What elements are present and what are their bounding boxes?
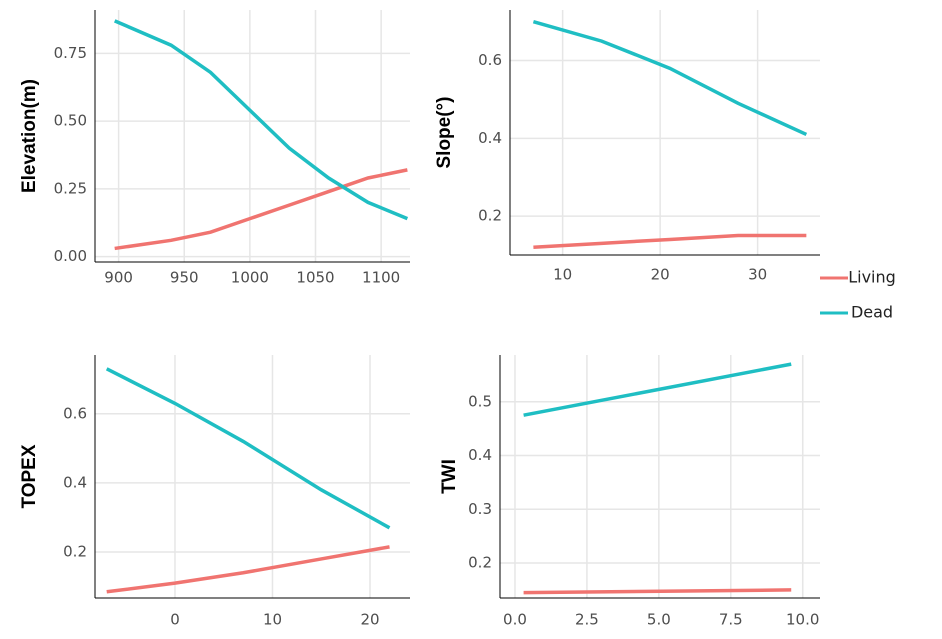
x-tick-label: 10.0 xyxy=(786,611,819,629)
y-tick-label: 0.25 xyxy=(54,179,87,197)
x-tick-label: 0.0 xyxy=(503,611,527,629)
y-tick-label: 0.2 xyxy=(468,554,492,572)
x-tick-label: 2.5 xyxy=(575,611,599,629)
y-tick-label: 0.00 xyxy=(54,247,87,265)
x-tick-label: 5.0 xyxy=(647,611,671,629)
x-tick-label: 20 xyxy=(651,266,670,284)
x-tick-label: 950 xyxy=(170,269,199,287)
y-axis-label: TOPEX xyxy=(19,444,40,508)
line xyxy=(105,367,391,530)
x-tick-label: 30 xyxy=(748,266,767,284)
legend-label: Dead xyxy=(851,303,893,322)
y-axis-label: Slope(°) xyxy=(434,97,455,169)
x-tick-label: 10 xyxy=(553,266,572,284)
y-tick-label: 0.6 xyxy=(478,51,502,69)
line xyxy=(533,233,807,249)
y-tick-label: 0.2 xyxy=(63,543,87,561)
legend-label: Living xyxy=(848,268,896,287)
y-tick-label: 0.4 xyxy=(478,129,502,147)
y-tick-label: 0.75 xyxy=(54,44,87,62)
x-tick-label: 1000 xyxy=(231,269,269,287)
y-axis-label: TWI xyxy=(439,459,460,494)
line xyxy=(106,545,390,594)
y-tick-label: 0.5 xyxy=(468,392,492,410)
line xyxy=(523,362,792,417)
x-tick-label: 900 xyxy=(104,269,133,287)
line xyxy=(532,19,808,137)
x-tick-label: 7.5 xyxy=(719,611,743,629)
x-tick-label: 20 xyxy=(360,611,379,629)
x-tick-label: 0 xyxy=(170,611,180,629)
y-tick-label: 0.3 xyxy=(468,500,492,518)
y-tick-label: 0.4 xyxy=(63,473,87,491)
line xyxy=(114,168,408,251)
y-tick-label: 0.6 xyxy=(63,404,87,422)
line xyxy=(113,19,409,221)
y-axis-label: Elevation(m) xyxy=(19,79,40,193)
x-tick-label: 10 xyxy=(263,611,282,629)
y-tick-label: 0.4 xyxy=(468,446,492,464)
x-tick-label: 1100 xyxy=(362,269,400,287)
x-tick-label: 1050 xyxy=(296,269,334,287)
y-tick-label: 0.2 xyxy=(478,207,502,225)
y-tick-label: 0.50 xyxy=(54,112,87,130)
line xyxy=(523,588,792,595)
